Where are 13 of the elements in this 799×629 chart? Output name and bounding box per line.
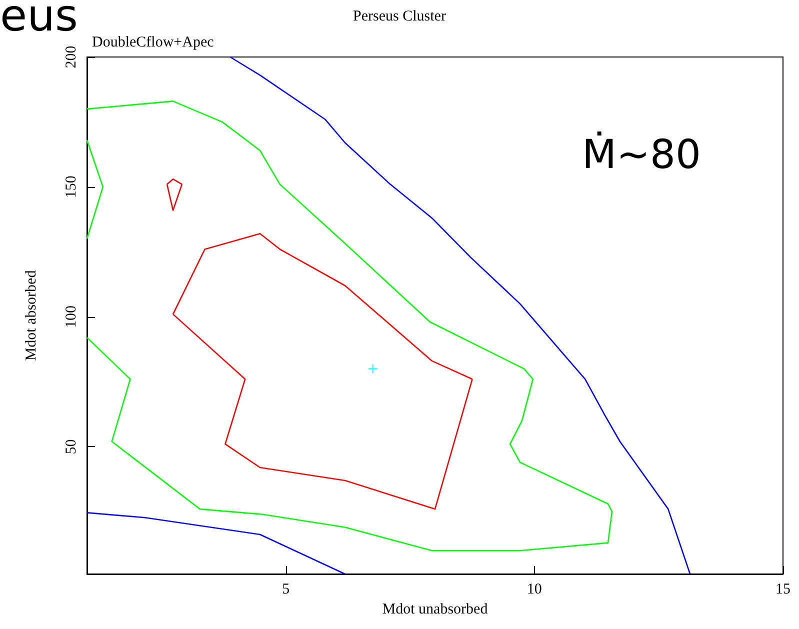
y-tick-label: 150 [64,176,80,198]
x-tick-label: 15 [776,582,790,598]
chart-title: Perseus Cluster [353,8,446,24]
x-tick-label: 5 [282,582,290,598]
x-axis-title: Mdot unabsorbed [382,601,488,618]
y-axis-title: Mdot absorbed [24,270,40,361]
x-tick-label: 10 [526,582,542,598]
text: eus [0,0,78,42]
y-tick-label: 50 [64,439,80,454]
annotation: Ṁ~80 [582,131,701,178]
y-tick-label: 200 [64,46,80,68]
y-tick-label: 100 [64,306,80,328]
chart-subtitle: DoubleCflow+Apec [92,34,214,50]
